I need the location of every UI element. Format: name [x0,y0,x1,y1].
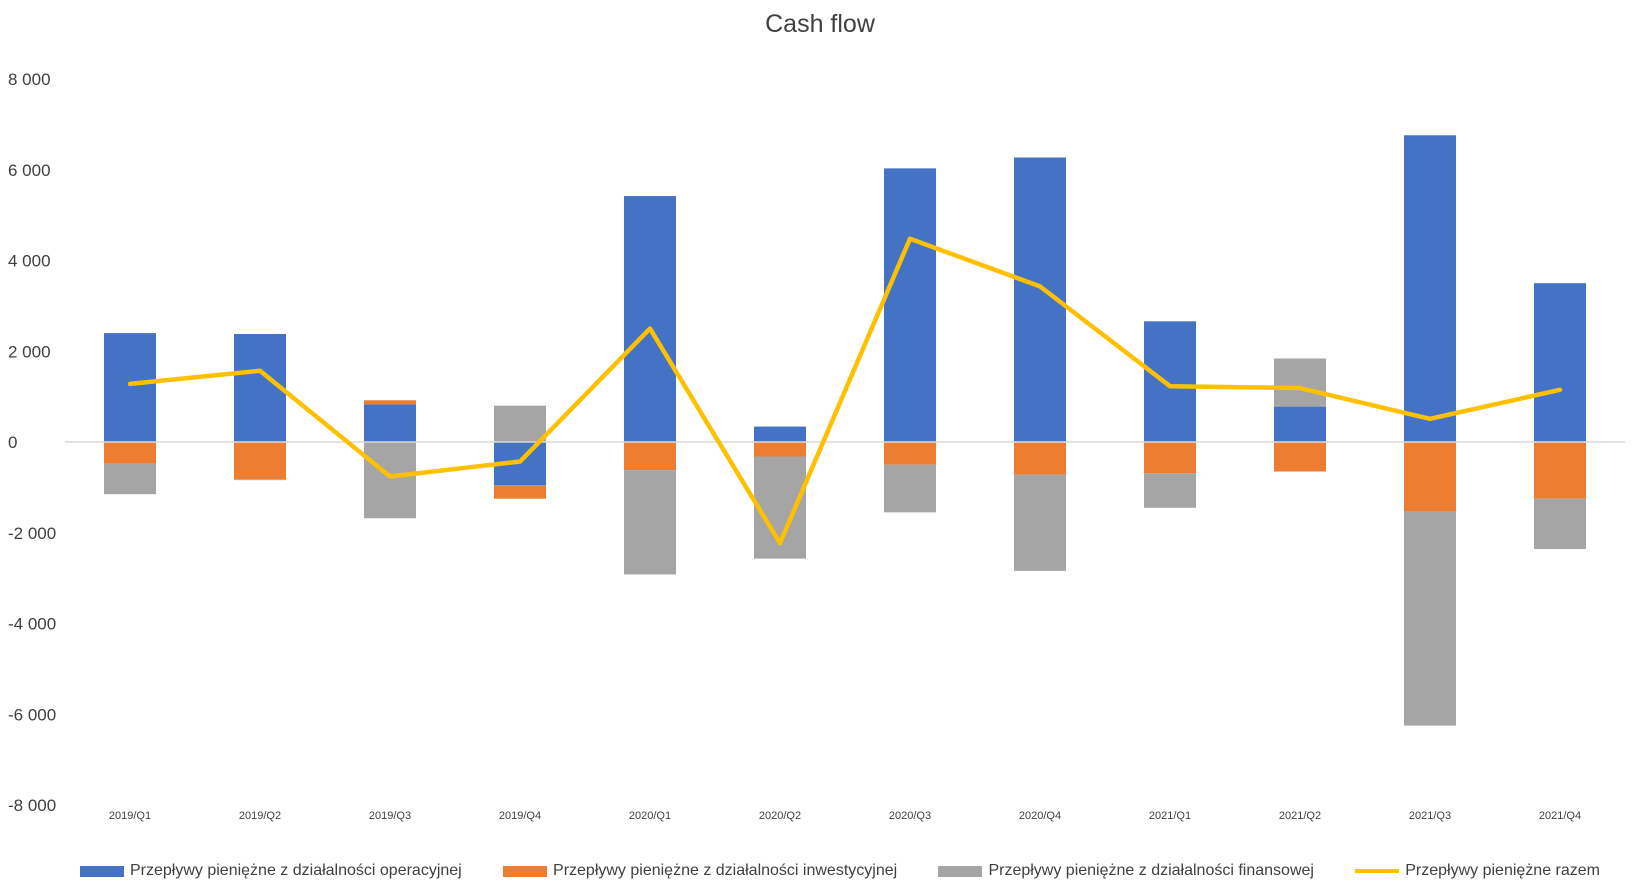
bar-series3-2020-Q3 [884,464,936,513]
bar-series3-2019-Q4 [494,405,546,442]
x-tick-label: 2020/Q3 [889,810,931,822]
bar-series2-2020-Q2 [754,442,806,457]
line-layer [65,236,1625,546]
bar-series3-2020-Q4 [1014,474,1066,571]
legend-item-4: Przepływy pieniężne razem [1355,862,1600,880]
legend-swatch [938,865,983,877]
legend-item-1: Przepływy pieniężne z działalności opera… [80,862,462,880]
x-tick-label: 2019/Q3 [369,810,411,822]
legend: Przepływy pieniężne z działalności opera… [80,862,1600,880]
legend-label: Przepływy pieniężne razem [1405,862,1600,879]
bar-series2-2020-Q3 [884,442,936,465]
bar-series2-2019-Q3 [364,400,416,405]
bar-series1-2019-Q2 [234,334,286,442]
legend-item-2: Przepływy pieniężne z działalności inwes… [503,862,897,880]
x-tick-label: 2021/Q4 [1539,810,1581,822]
bar-series1-2020-Q1 [624,196,676,442]
bar-series2-2019-Q2 [234,442,286,480]
x-tick-label: 2019/Q2 [239,810,281,822]
legend-label: Przepływy pieniężne z działalności inwes… [553,862,898,879]
y-tick-label: 4 000 [8,252,51,271]
bars-layer [104,135,1586,726]
bar-series3-2021-Q3 [1404,511,1456,726]
bar-series1-2020-Q3 [884,168,936,443]
bar-series2-2019-Q4 [494,485,546,499]
bar-series1-2021-Q1 [1144,321,1196,442]
bar-series1-2020-Q2 [754,426,806,442]
bar-series2-2021-Q2 [1274,442,1326,472]
y-tick-label: -2 000 [8,524,56,543]
y-tick-label: 8 000 [8,70,51,89]
bar-series3-2020-Q1 [624,470,676,575]
bar-series2-2021-Q4 [1534,442,1586,499]
y-tick-label: 2 000 [8,342,51,361]
bar-series2-2020-Q4 [1014,442,1066,475]
x-tick-label: 2021/Q3 [1409,810,1451,822]
bar-series3-2021-Q4 [1534,498,1586,550]
bar-series1-2021-Q3 [1404,135,1456,442]
bar-series3-2019-Q3 [364,442,416,519]
bar-series2-2021-Q1 [1144,442,1196,474]
y-tick-label: -4 000 [8,615,56,634]
bar-series2-2021-Q3 [1404,442,1456,512]
total-cash-flow-line [127,236,1563,546]
bar-series1-2021-Q2 [1274,406,1326,442]
legend-swatch [503,865,548,877]
bar-series3-2021-Q2 [1274,358,1326,407]
y-tick-label: 6 000 [8,161,51,180]
bar-series3-2021-Q1 [1144,473,1196,508]
x-tick-label: 2020/Q4 [1019,810,1061,822]
x-tick-label: 2020/Q2 [759,810,801,822]
legend-item-3: Przepływy pieniężne z działalności finan… [938,862,1314,880]
x-tick-label: 2020/Q1 [629,810,671,822]
bar-series2-2020-Q1 [624,442,676,471]
x-tick-label: 2019/Q1 [109,810,151,822]
x-tick-label: 2021/Q1 [1149,810,1191,822]
legend-label: Przepływy pieniężne z działalności opera… [130,862,462,879]
chart-title: Cash flow [765,10,875,38]
x-tick-label: 2019/Q4 [499,810,541,822]
bar-series1-2019-Q3 [364,404,416,442]
bar-series1-2019-Q1 [104,333,156,442]
legend-swatch [80,865,124,877]
bar-series1-2021-Q4 [1534,283,1586,442]
bar-series3-2019-Q2 [234,479,286,481]
legend-label: Przepływy pieniężne z działalności finan… [988,862,1314,879]
x-tick-label: 2021/Q2 [1279,810,1321,822]
axis-layer: 8 000 6 000 4 000 2 000 0 -2 000 -4 000 -6 000 -… [8,70,1581,822]
bar-series3-2019-Q1 [104,463,156,495]
bar-series2-2019-Q1 [104,442,156,464]
y-tick-label: -6 000 [8,705,56,724]
y-tick-label: 0 [8,433,17,452]
y-tick-label: -8 000 [8,796,56,815]
legend-swatch [1355,869,1400,873]
